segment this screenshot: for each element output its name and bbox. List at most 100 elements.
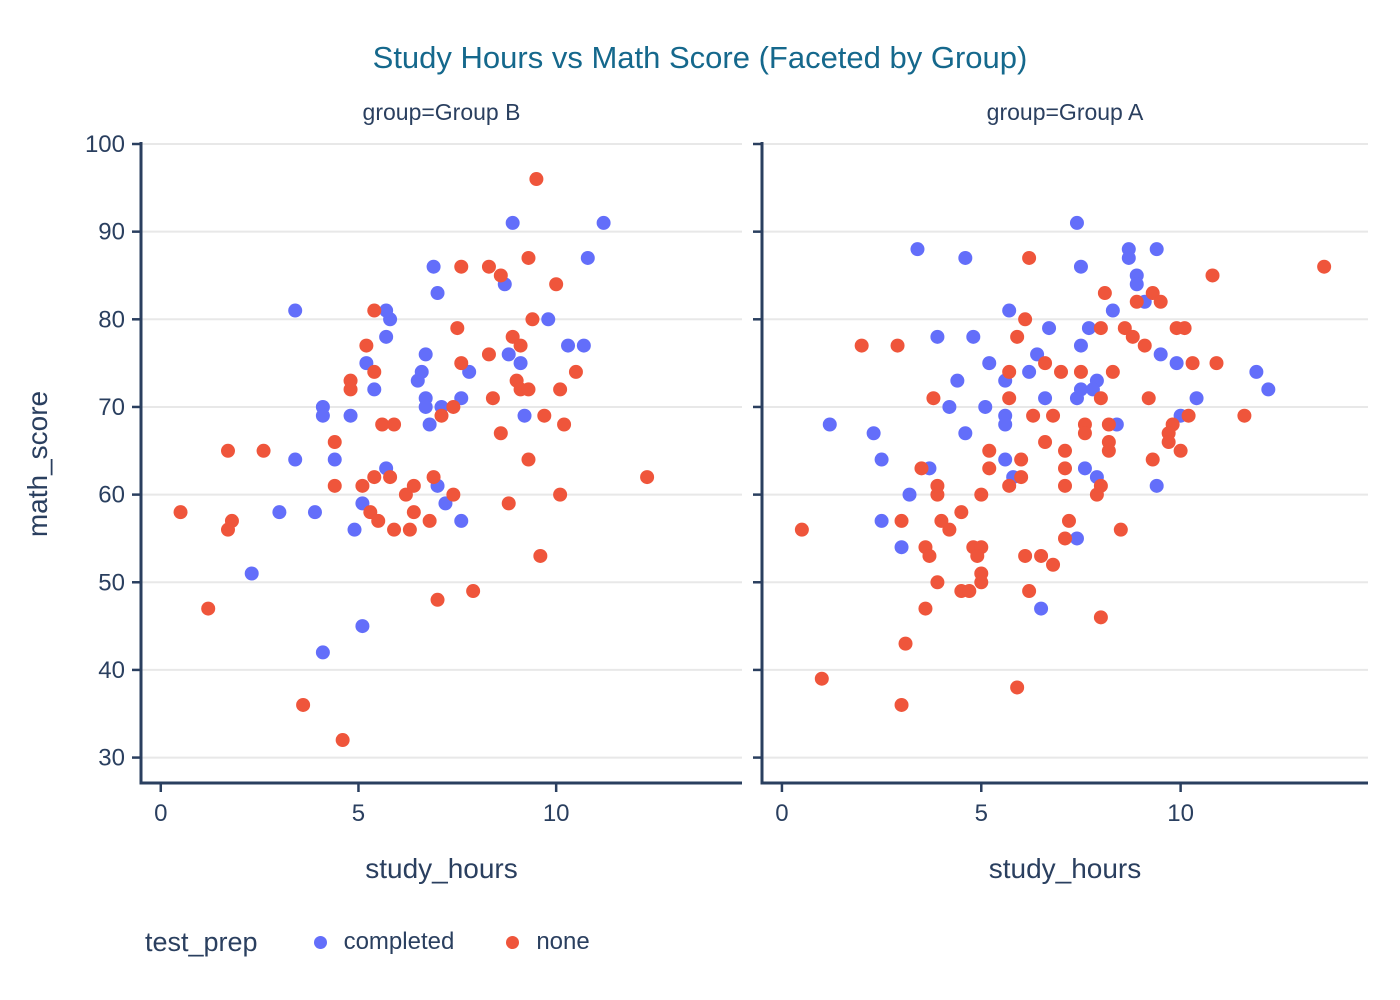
data-point[interactable] xyxy=(173,505,188,520)
data-point[interactable] xyxy=(874,452,889,467)
data-point[interactable] xyxy=(854,338,869,353)
data-point[interactable] xyxy=(430,286,445,301)
data-point[interactable] xyxy=(454,513,469,528)
data-point[interactable] xyxy=(974,575,989,590)
data-point[interactable] xyxy=(1022,364,1037,379)
data-point[interactable] xyxy=(454,356,469,371)
data-point[interactable] xyxy=(1069,215,1084,230)
data-point[interactable] xyxy=(910,242,925,257)
data-point[interactable] xyxy=(387,522,402,537)
data-point[interactable] xyxy=(1101,443,1116,458)
data-point[interactable] xyxy=(296,697,311,712)
data-point[interactable] xyxy=(894,513,909,528)
data-point[interactable] xyxy=(446,399,461,414)
data-point[interactable] xyxy=(513,338,528,353)
data-point[interactable] xyxy=(553,382,568,397)
data-point[interactable] xyxy=(1153,347,1168,362)
data-point[interactable] xyxy=(942,399,957,414)
data-point[interactable] xyxy=(1069,531,1084,546)
data-point[interactable] xyxy=(1077,461,1092,476)
data-point[interactable] xyxy=(1014,452,1029,467)
data-point[interactable] xyxy=(256,443,271,458)
data-point[interactable] xyxy=(982,443,997,458)
data-point[interactable] xyxy=(1073,338,1088,353)
data-point[interactable] xyxy=(1169,356,1184,371)
data-point[interactable] xyxy=(529,172,544,187)
data-point[interactable] xyxy=(918,601,933,616)
data-point[interactable] xyxy=(379,329,394,344)
data-point[interactable] xyxy=(1034,548,1049,563)
data-point[interactable] xyxy=(978,399,993,414)
data-point[interactable] xyxy=(1189,391,1204,406)
data-point[interactable] xyxy=(541,312,556,327)
data-point[interactable] xyxy=(307,505,322,520)
data-point[interactable] xyxy=(1046,408,1061,423)
data-point[interactable] xyxy=(288,303,303,318)
data-point[interactable] xyxy=(1058,461,1072,476)
data-point[interactable] xyxy=(272,505,287,520)
data-point[interactable] xyxy=(1054,364,1069,379)
data-point[interactable] xyxy=(1034,601,1049,616)
data-point[interactable] xyxy=(894,540,909,555)
data-point[interactable] xyxy=(926,391,941,406)
data-point[interactable] xyxy=(1097,286,1112,301)
data-point[interactable] xyxy=(315,645,330,660)
data-point[interactable] xyxy=(481,259,496,274)
data-point[interactable] xyxy=(930,575,945,590)
legend-item-none[interactable]: none xyxy=(506,928,590,956)
data-point[interactable] xyxy=(1089,487,1104,502)
data-point[interactable] xyxy=(521,250,536,265)
data-point[interactable] xyxy=(1105,303,1120,318)
data-point[interactable] xyxy=(1077,426,1092,441)
data-point[interactable] xyxy=(537,408,552,423)
data-point[interactable] xyxy=(1101,417,1116,432)
data-point[interactable] xyxy=(1073,259,1088,274)
data-point[interactable] xyxy=(1125,329,1140,344)
data-point[interactable] xyxy=(1042,321,1057,336)
data-point[interactable] xyxy=(580,250,595,265)
data-point[interactable] xyxy=(1317,259,1332,274)
data-point[interactable] xyxy=(1038,435,1053,450)
data-point[interactable] xyxy=(521,452,536,467)
data-point[interactable] xyxy=(201,601,216,616)
data-point[interactable] xyxy=(561,338,576,353)
data-point[interactable] xyxy=(942,522,957,537)
data-point[interactable] xyxy=(414,364,429,379)
data-point[interactable] xyxy=(1141,391,1156,406)
data-point[interactable] xyxy=(367,364,382,379)
data-point[interactable] xyxy=(426,259,441,274)
data-point[interactable] xyxy=(1149,478,1164,493)
data-point[interactable] xyxy=(1081,321,1096,336)
data-point[interactable] xyxy=(568,364,583,379)
data-point[interactable] xyxy=(1181,408,1196,423)
data-point[interactable] xyxy=(383,470,398,485)
data-point[interactable] xyxy=(1058,478,1072,493)
data-point[interactable] xyxy=(521,382,536,397)
data-point[interactable] xyxy=(359,338,374,353)
data-point[interactable] xyxy=(501,496,516,511)
data-point[interactable] xyxy=(485,391,500,406)
data-point[interactable] xyxy=(1149,242,1164,257)
data-point[interactable] xyxy=(418,347,433,362)
data-point[interactable] xyxy=(898,636,913,651)
data-point[interactable] xyxy=(422,417,437,432)
data-point[interactable] xyxy=(454,259,469,274)
data-point[interactable] xyxy=(335,733,350,748)
data-point[interactable] xyxy=(1010,329,1025,344)
data-point[interactable] xyxy=(1061,513,1076,528)
data-point[interactable] xyxy=(450,321,465,336)
data-point[interactable] xyxy=(1069,391,1084,406)
data-point[interactable] xyxy=(426,470,441,485)
data-point[interactable] xyxy=(1249,364,1264,379)
data-point[interactable] xyxy=(1002,478,1017,493)
data-point[interactable] xyxy=(1173,443,1188,458)
data-point[interactable] xyxy=(430,592,445,607)
data-point[interactable] xyxy=(1026,408,1041,423)
data-point[interactable] xyxy=(383,312,398,327)
data-point[interactable] xyxy=(513,356,528,371)
data-point[interactable] xyxy=(1205,268,1220,283)
data-point[interactable] xyxy=(1113,522,1128,537)
data-point[interactable] xyxy=(343,382,358,397)
data-point[interactable] xyxy=(814,671,829,686)
data-point[interactable] xyxy=(1093,610,1108,625)
